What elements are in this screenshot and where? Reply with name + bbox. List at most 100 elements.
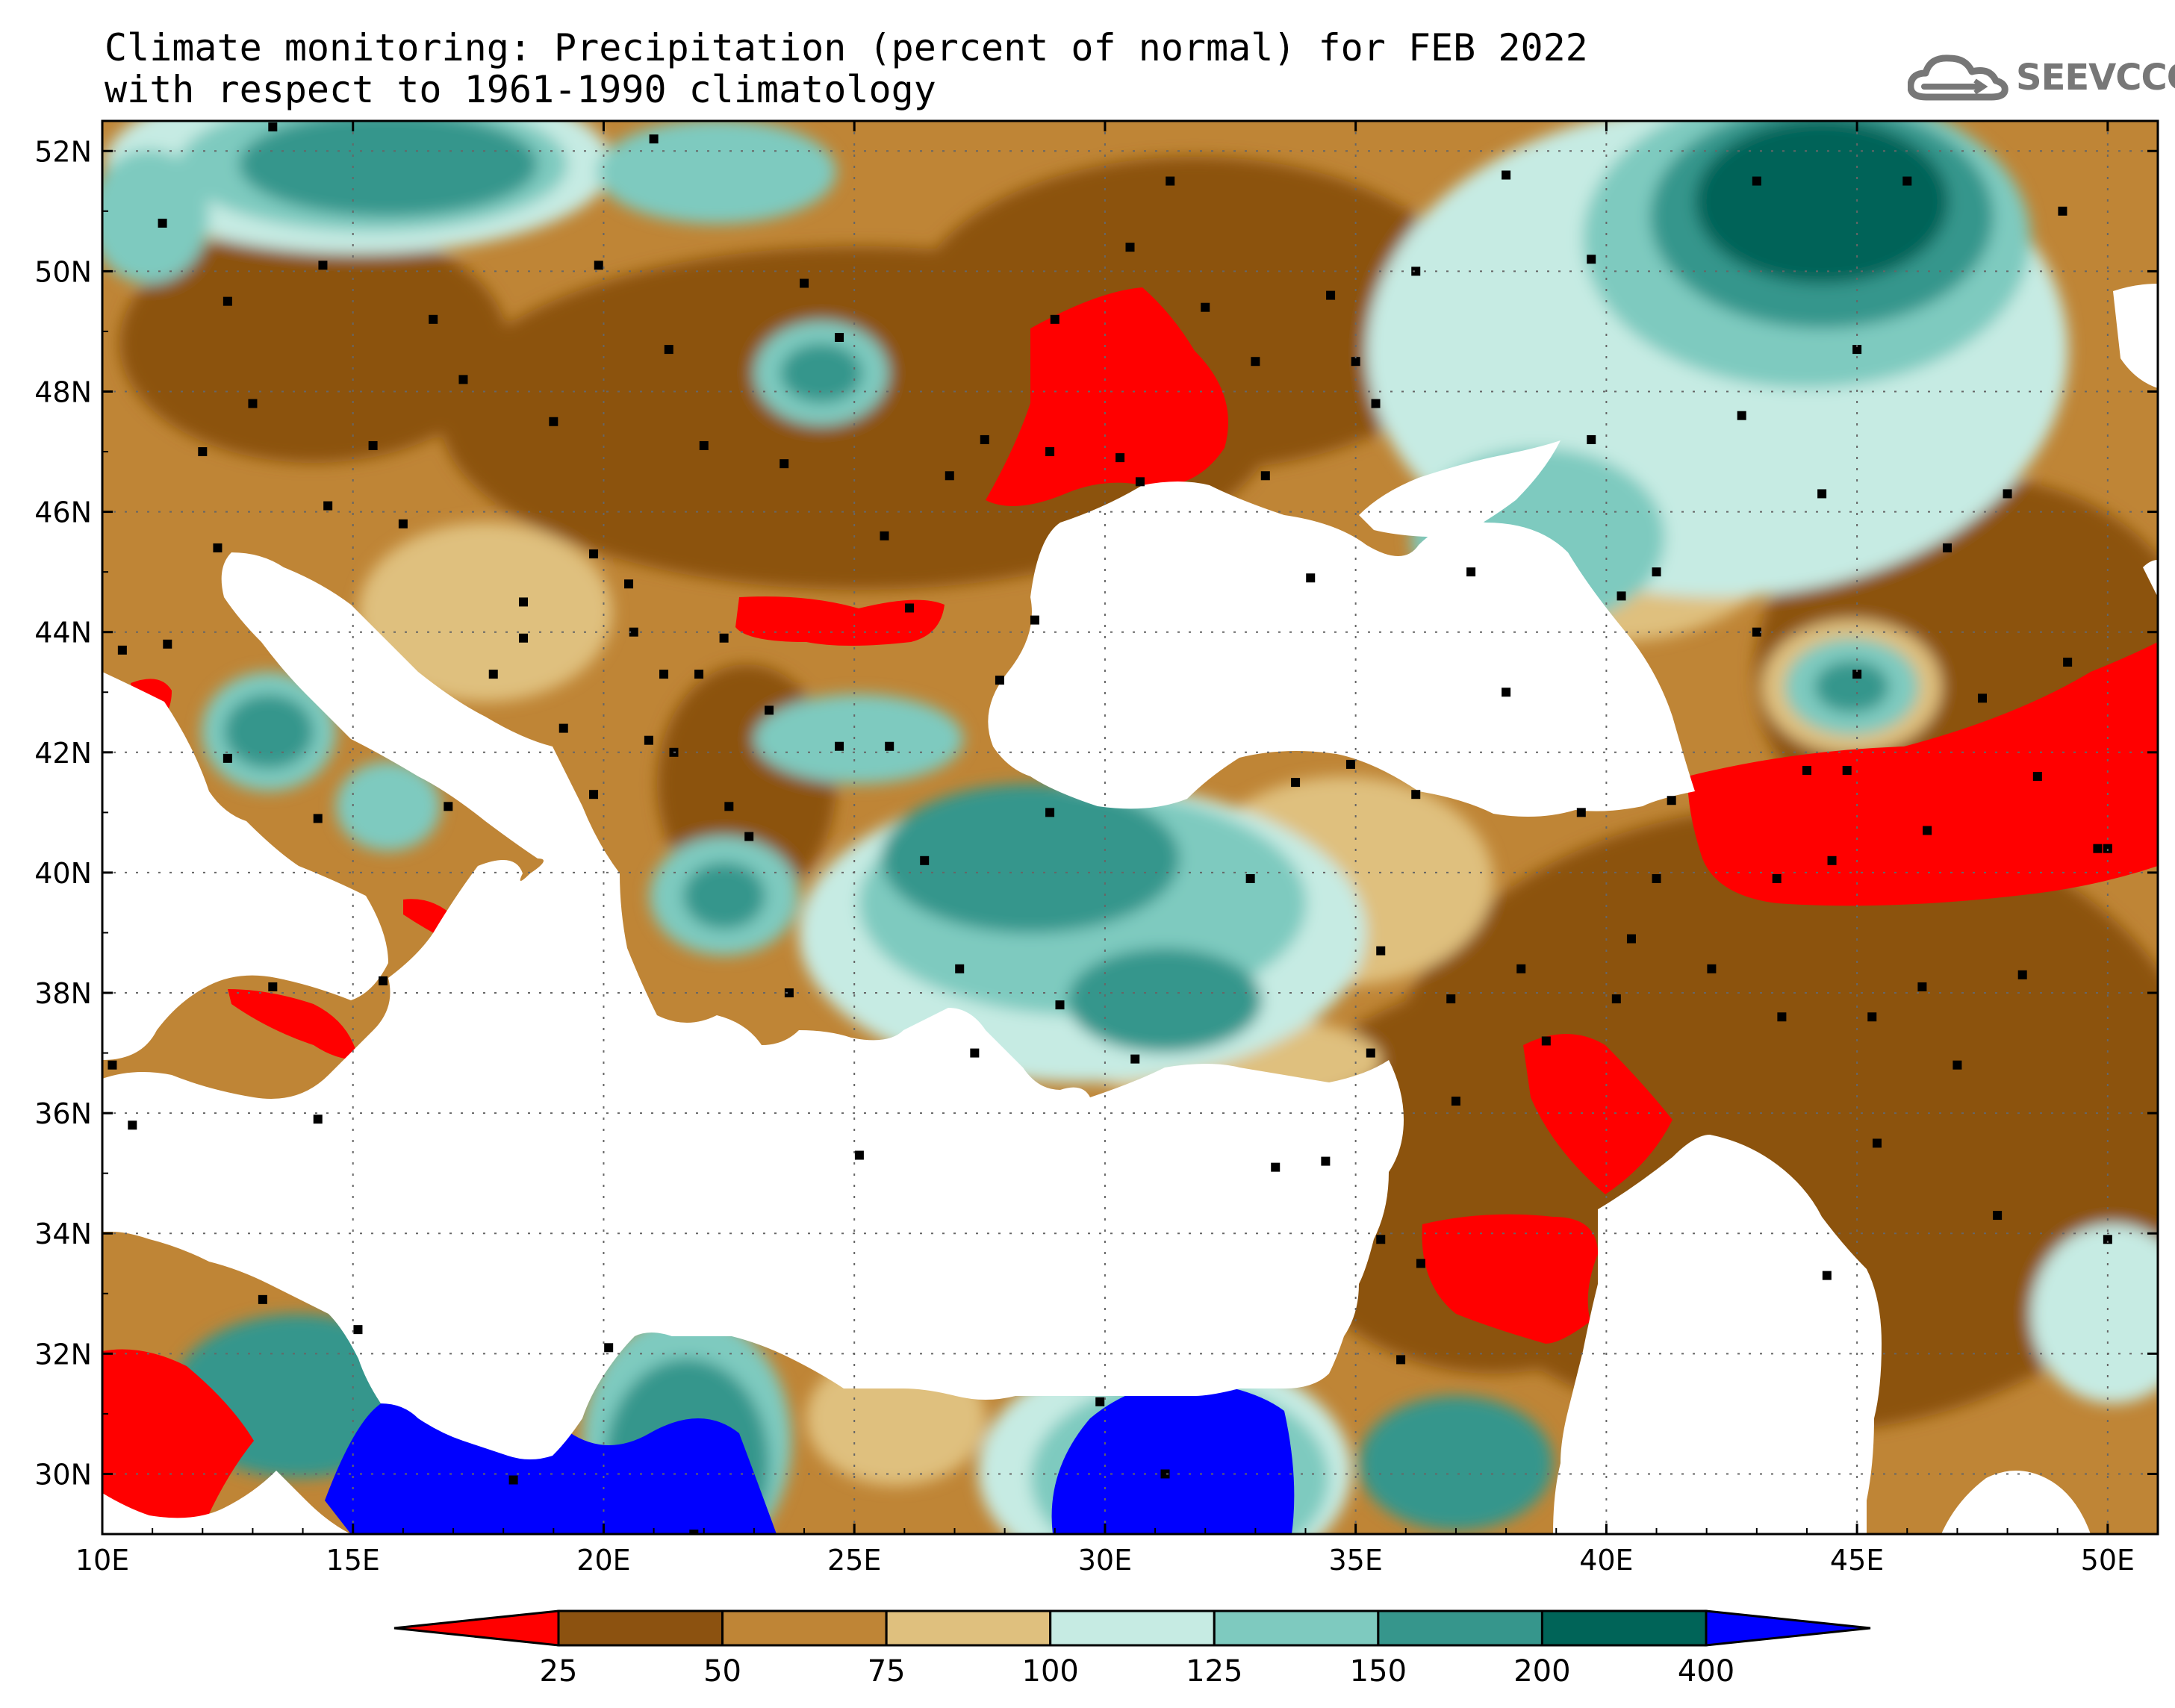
station-marker (644, 735, 653, 745)
colorbar-segment (557, 1609, 724, 1647)
station-marker (1617, 591, 1626, 601)
lat-tick-label: 40N (34, 857, 92, 890)
station-marker (835, 741, 844, 751)
colorbar-lower-arrow (393, 1609, 560, 1647)
station-marker (1115, 453, 1125, 463)
colorbar-segment (1049, 1609, 1216, 1647)
colorbar-label: 75 (868, 1654, 906, 1689)
station-marker (128, 1121, 137, 1130)
station-marker (1326, 290, 1336, 300)
lat-tick-label: 42N (34, 737, 92, 770)
colorbar-segment (885, 1609, 1052, 1647)
station-marker (1587, 434, 1596, 444)
station-marker (117, 645, 127, 655)
station-marker (995, 676, 1004, 685)
station-marker (1411, 790, 1421, 800)
station-marker (664, 345, 673, 355)
station-marker (1822, 1271, 1832, 1280)
station-marker (2103, 1235, 2112, 1244)
station-marker (1371, 399, 1381, 408)
station-marker (629, 627, 638, 637)
colorbar-label: 50 (703, 1654, 741, 1689)
station-marker (2103, 844, 2112, 853)
station-marker (549, 417, 558, 426)
station-marker (1817, 489, 1827, 499)
station-marker (784, 988, 794, 998)
station-marker (744, 832, 754, 841)
station-marker (1245, 873, 1255, 883)
station-marker (1446, 994, 1456, 1004)
station-marker (1166, 176, 1175, 186)
station-marker (268, 982, 278, 991)
station-marker (2003, 489, 2012, 499)
station-marker (1827, 855, 1837, 865)
lat-tick-label: 44N (34, 617, 92, 649)
station-marker (1451, 1097, 1460, 1106)
lat-tick-label: 38N (34, 977, 92, 1010)
station-marker (429, 314, 438, 324)
station-marker (1411, 267, 1421, 276)
lon-tick-label: 15E (326, 1544, 380, 1577)
station-marker (108, 1060, 117, 1070)
station-marker (1160, 1469, 1170, 1479)
station-marker (1260, 471, 1270, 481)
station-marker (1351, 357, 1360, 367)
station-marker (2093, 844, 2103, 853)
colorbar-upper-arrow (1705, 1609, 1871, 1647)
station-marker (1611, 994, 1621, 1004)
station-marker (765, 705, 774, 715)
station-marker (970, 1048, 980, 1058)
colorbar-label: 200 (1513, 1654, 1570, 1689)
colorbar-label: 125 (1186, 1654, 1242, 1689)
station-marker (398, 519, 408, 529)
station-marker (589, 549, 599, 558)
colorbar-segment (721, 1609, 888, 1647)
station-marker (1952, 1060, 1962, 1070)
station-marker (1626, 934, 1636, 944)
station-marker (2032, 772, 2042, 782)
station-marker (368, 440, 378, 450)
lon-tick-label: 35E (1328, 1544, 1382, 1577)
station-marker (2063, 657, 2073, 667)
logo-text: SEEVCCC (2016, 57, 2175, 99)
lat-tick-label: 48N (34, 375, 92, 408)
station-marker (945, 471, 954, 481)
station-markers (108, 122, 2112, 1534)
lat-tick-label: 32N (34, 1338, 92, 1371)
station-marker (1652, 567, 1661, 577)
station-marker (1667, 796, 1676, 805)
station-marker (1942, 543, 1952, 552)
station-marker (1055, 1000, 1065, 1010)
station-marker (1752, 627, 1761, 637)
longitude-axis: 10E 15E 20E 25E 30E 35E 40E 45E 50E (75, 121, 2135, 1577)
cloud-icon (1908, 54, 2008, 101)
station-marker (223, 296, 232, 306)
station-marker (1867, 1012, 1877, 1022)
station-marker (724, 802, 734, 811)
station-marker (488, 670, 498, 679)
station-marker (1416, 1259, 1425, 1268)
station-marker (1993, 1211, 2003, 1221)
station-marker (689, 1530, 699, 1534)
station-marker (694, 670, 704, 679)
station-marker (248, 399, 258, 408)
station-marker (1251, 357, 1260, 367)
station-marker (1852, 345, 1862, 355)
lat-tick-label: 52N (34, 135, 92, 168)
lon-tick-label: 40E (1579, 1544, 1633, 1577)
station-marker (223, 753, 232, 763)
station-marker (508, 1475, 518, 1485)
lon-tick-label: 45E (1830, 1544, 1884, 1577)
station-marker (1045, 447, 1055, 457)
station-marker (1923, 826, 1932, 835)
colorbar-label: 400 (1678, 1654, 1734, 1689)
station-marker (659, 670, 669, 679)
station-marker (519, 597, 529, 607)
station-marker (1345, 759, 1355, 769)
station-marker (2017, 970, 2027, 979)
station-marker (2058, 206, 2067, 216)
map-title-line-2: with respect to 1961-1990 climatology (105, 68, 936, 111)
station-marker (1541, 1036, 1551, 1046)
station-marker (1977, 694, 1987, 703)
